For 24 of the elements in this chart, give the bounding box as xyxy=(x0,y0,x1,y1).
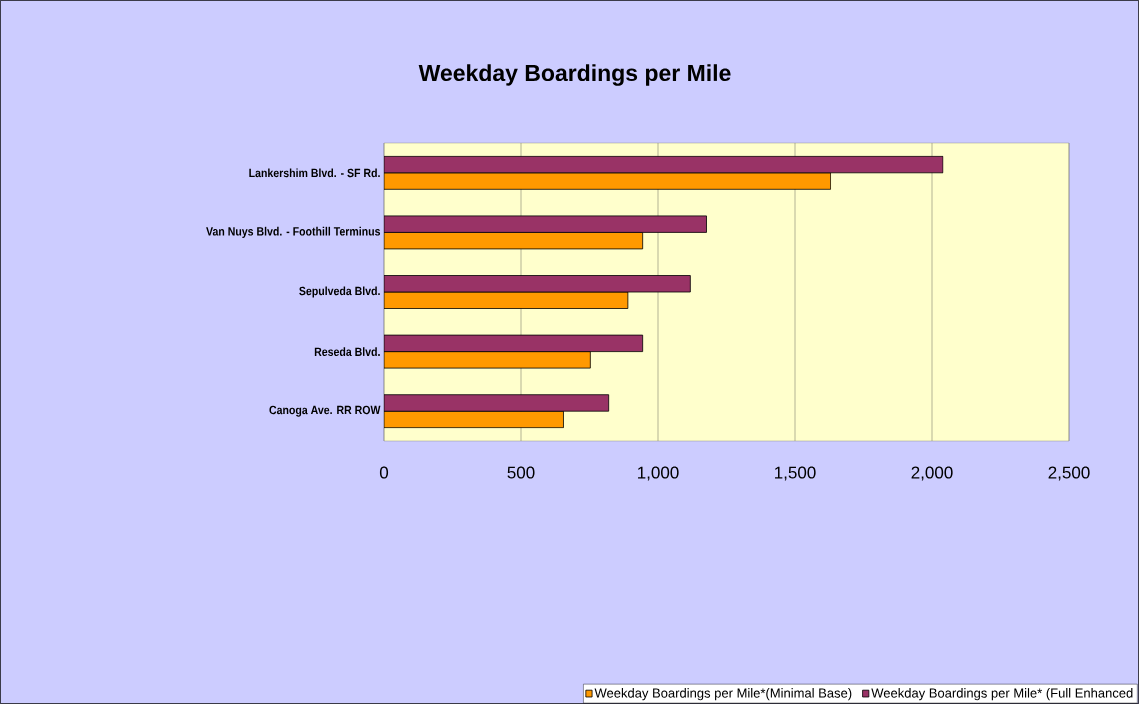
bar xyxy=(384,334,644,352)
bar xyxy=(384,155,944,174)
bar xyxy=(384,394,610,412)
bar xyxy=(384,291,629,309)
y-tick-label: Lankershim Blvd. - SF Rd. xyxy=(249,168,380,178)
bar xyxy=(384,215,707,233)
bar xyxy=(384,351,591,369)
legend-label: Weekday Boardings per Mile*(Minimal Base) xyxy=(594,688,852,701)
bar xyxy=(384,410,564,429)
bar xyxy=(384,172,832,190)
bar xyxy=(384,275,691,293)
chart-title: Weekday Boardings per Mile xyxy=(418,64,731,86)
x-tick-label: 1,500 xyxy=(775,466,816,481)
x-tick-label: 0 xyxy=(379,466,389,479)
legend-label: Weekday Boardings per Mile* (Full Enhanced xyxy=(871,688,1133,701)
y-tick-label: Sepulveda Blvd. xyxy=(299,286,380,298)
y-tick-label: Reseda Blvd. xyxy=(314,347,380,356)
x-tick-label: 1,000 xyxy=(638,466,679,481)
x-tick-label: 2,000 xyxy=(911,466,953,481)
x-tick-label: 2,500 xyxy=(1048,466,1090,481)
y-tick-label: Canoga Ave. RR ROW xyxy=(269,405,381,417)
bar xyxy=(384,232,644,250)
y-tick-label: Van Nuys Blvd. - Foothill Terminus xyxy=(206,226,381,238)
x-tick-label: 500 xyxy=(507,466,535,479)
